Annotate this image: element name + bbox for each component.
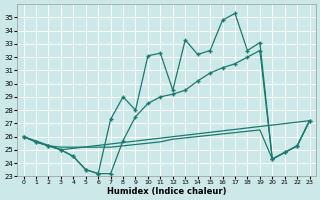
X-axis label: Humidex (Indice chaleur): Humidex (Indice chaleur) [107, 187, 226, 196]
